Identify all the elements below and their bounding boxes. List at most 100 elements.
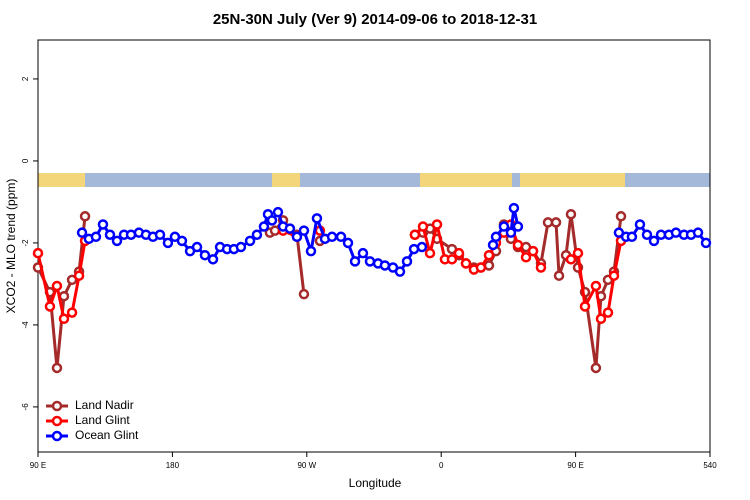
- data-point: [520, 252, 532, 263]
- data-point: [590, 362, 602, 374]
- data-point: [527, 245, 539, 257]
- data-point: [272, 206, 284, 218]
- land-band: [38, 173, 85, 187]
- data-point: [364, 256, 376, 267]
- chart-title: 25N-30N July (Ver 9) 2014-09-06 to 2018-…: [213, 11, 537, 28]
- data-point: [487, 239, 499, 251]
- data-point: [634, 219, 646, 230]
- data-point: [199, 249, 211, 261]
- data-point: [51, 280, 63, 292]
- data-point: [284, 223, 296, 234]
- data-point: [44, 301, 56, 312]
- data-point: [66, 307, 78, 318]
- data-point: [508, 202, 520, 214]
- data-point: [269, 225, 281, 236]
- legend-marker: [51, 415, 63, 427]
- data-point: [424, 247, 436, 259]
- data-point: [490, 231, 502, 243]
- data-point: [512, 239, 524, 251]
- data-point: [431, 219, 443, 230]
- x-tick-label: 0: [439, 461, 444, 470]
- data-point: [305, 245, 317, 257]
- legend-marker: [51, 400, 63, 412]
- data-point: [446, 254, 458, 265]
- data-point: [266, 215, 278, 226]
- data-point: [335, 231, 347, 243]
- data-point: [79, 211, 91, 222]
- data-point: [311, 213, 323, 224]
- x-tick-label: 90 E: [30, 461, 46, 470]
- data-point: [602, 307, 614, 318]
- data-point: [579, 301, 591, 312]
- data-point: [648, 235, 660, 247]
- data-point: [553, 270, 565, 281]
- data-point: [379, 260, 391, 271]
- data-point: [453, 247, 465, 259]
- data-point: [258, 221, 270, 232]
- x-tick-label: 90 E: [567, 461, 583, 470]
- y-tick-label: -2: [21, 239, 30, 247]
- data-point: [32, 247, 44, 259]
- data-point: [409, 229, 421, 240]
- data-point: [512, 221, 524, 232]
- land-band: [520, 173, 625, 187]
- data-point: [483, 260, 495, 271]
- data-point: [475, 262, 487, 273]
- data-point: [608, 270, 620, 281]
- land-band: [272, 173, 300, 187]
- data-point: [357, 247, 369, 259]
- data-point: [542, 217, 554, 228]
- land-band: [420, 173, 512, 187]
- x-axis-label: Longitude: [349, 476, 402, 490]
- data-point: [298, 225, 310, 236]
- data-point: [104, 229, 116, 240]
- y-axis-label: XCO2 - MLO trend (ppm): [4, 179, 18, 314]
- data-point: [244, 235, 256, 247]
- data-point: [416, 241, 428, 253]
- data-point: [51, 362, 63, 374]
- data-point: [394, 266, 406, 277]
- data-point: [550, 217, 562, 228]
- data-point: [76, 227, 88, 238]
- data-point: [615, 211, 627, 222]
- legend-marker: [51, 430, 63, 442]
- data-point: [73, 270, 85, 281]
- data-point: [460, 258, 472, 269]
- data-point: [191, 241, 203, 253]
- data-point: [154, 229, 166, 240]
- data-point: [692, 227, 704, 238]
- data-point: [498, 221, 510, 232]
- y-tick-label: 2: [21, 76, 30, 81]
- data-point: [342, 237, 354, 249]
- data-point: [505, 227, 517, 238]
- data-point: [401, 256, 413, 267]
- data-point: [298, 288, 310, 300]
- legend-label: Land Nadir: [75, 398, 134, 412]
- data-point: [207, 254, 219, 265]
- data-point: [162, 237, 174, 249]
- data-point: [641, 229, 653, 240]
- plot-frame: [37, 39, 711, 453]
- data-point: [700, 237, 712, 249]
- data-point: [483, 249, 495, 261]
- data-point: [111, 235, 123, 247]
- legend-label: Land Glint: [75, 413, 130, 427]
- data-point: [670, 227, 682, 238]
- data-point: [349, 256, 361, 267]
- data-point: [251, 229, 263, 240]
- data-point: [291, 231, 303, 243]
- data-point: [590, 280, 602, 292]
- data-point: [58, 313, 70, 325]
- data-point: [97, 219, 109, 230]
- data-point: [326, 231, 338, 243]
- x-tick-label: 90 W: [297, 461, 316, 470]
- data-point: [90, 231, 102, 243]
- data-point: [572, 247, 584, 259]
- data-point: [565, 208, 577, 220]
- data-point: [626, 231, 638, 243]
- map-strip: [38, 173, 710, 187]
- data-point: [595, 313, 607, 325]
- x-tick-label: 180: [166, 461, 180, 470]
- y-tick-label: 0: [21, 158, 30, 163]
